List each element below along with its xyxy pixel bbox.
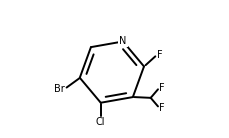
Text: Br: Br	[53, 84, 64, 94]
Text: F: F	[158, 103, 164, 113]
Text: N: N	[119, 36, 126, 47]
Text: Cl: Cl	[95, 117, 105, 128]
Text: F: F	[156, 50, 162, 60]
Text: F: F	[158, 83, 164, 93]
